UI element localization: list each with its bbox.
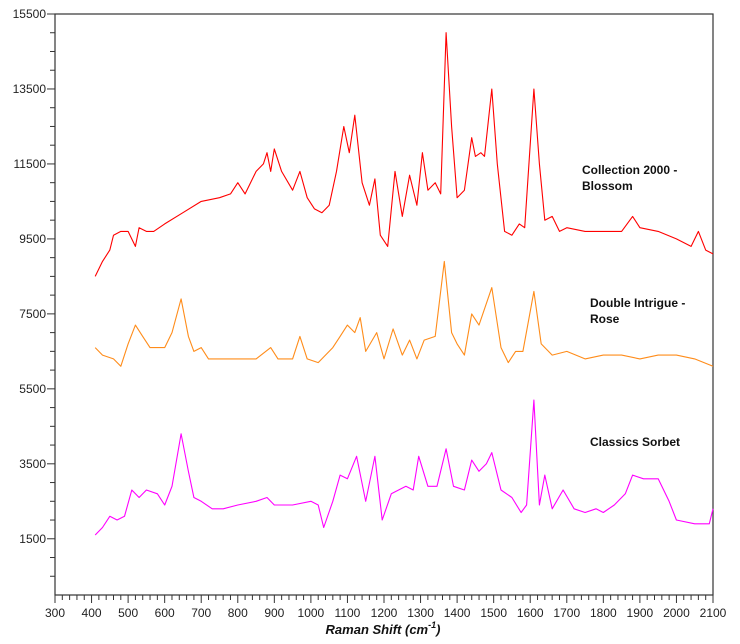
- y-tick-label: 5500: [19, 382, 46, 396]
- x-tick-label: 800: [228, 606, 248, 620]
- y-tick-label: 13500: [13, 82, 47, 96]
- x-tick-label: 700: [191, 606, 211, 620]
- x-axis-title-text: Raman Shift (cm: [326, 622, 429, 637]
- x-tick-label: 2100: [700, 606, 727, 620]
- x-tick-label: 300: [45, 606, 65, 620]
- y-tick-label: 1500: [19, 532, 46, 546]
- x-axis-title-superscript: -1: [428, 620, 436, 630]
- x-tick-label: 1100: [335, 606, 361, 620]
- x-tick-label: 600: [155, 606, 175, 620]
- series-label: Double Intrigue -: [590, 296, 685, 310]
- series-line-1: [94, 260, 714, 367]
- y-tick-label: 11500: [14, 157, 47, 171]
- x-tick-label: 1700: [553, 606, 580, 620]
- series-label: Rose: [590, 312, 620, 326]
- y-tick-label: 15500: [13, 7, 47, 21]
- x-tick-label: 1500: [480, 606, 507, 620]
- x-tick-label: 1000: [298, 606, 325, 620]
- series-label: Classics Sorbet: [590, 435, 680, 449]
- x-tick-label: 1600: [517, 606, 544, 620]
- x-tick-label: 400: [82, 606, 102, 620]
- x-tick-label: 1900: [627, 606, 654, 620]
- y-tick-label: 3500: [19, 457, 46, 471]
- x-axis-title-end: ): [434, 622, 440, 637]
- x-tick-label: 2000: [663, 606, 690, 620]
- x-tick-label: 1400: [444, 606, 471, 620]
- series-line-0: [94, 32, 714, 277]
- y-axis: 1500 3500 5500 7500 9500 11500 13500 15500: [13, 7, 55, 577]
- x-tick-label: 1200: [371, 606, 398, 620]
- series-line-2: [94, 399, 714, 536]
- x-tick-label: 1300: [407, 606, 434, 620]
- series-labels: Collection 2000 - Blossom Double Intrigue …: [582, 163, 685, 449]
- x-axis: 300 400 500 600 700 800 900 1000 1100 1200 1300 140…: [45, 595, 727, 620]
- x-tick-label: 500: [118, 606, 138, 620]
- series-label: Blossom: [582, 179, 633, 193]
- y-tick-label: 9500: [19, 232, 46, 246]
- series-lines: [94, 32, 714, 536]
- x-axis-title: Raman Shift (cm-1): [326, 620, 441, 637]
- x-tick-label: 900: [264, 606, 284, 620]
- series-label: Collection 2000 -: [582, 163, 677, 177]
- y-tick-label: 7500: [19, 307, 46, 321]
- x-tick-label: 1800: [590, 606, 617, 620]
